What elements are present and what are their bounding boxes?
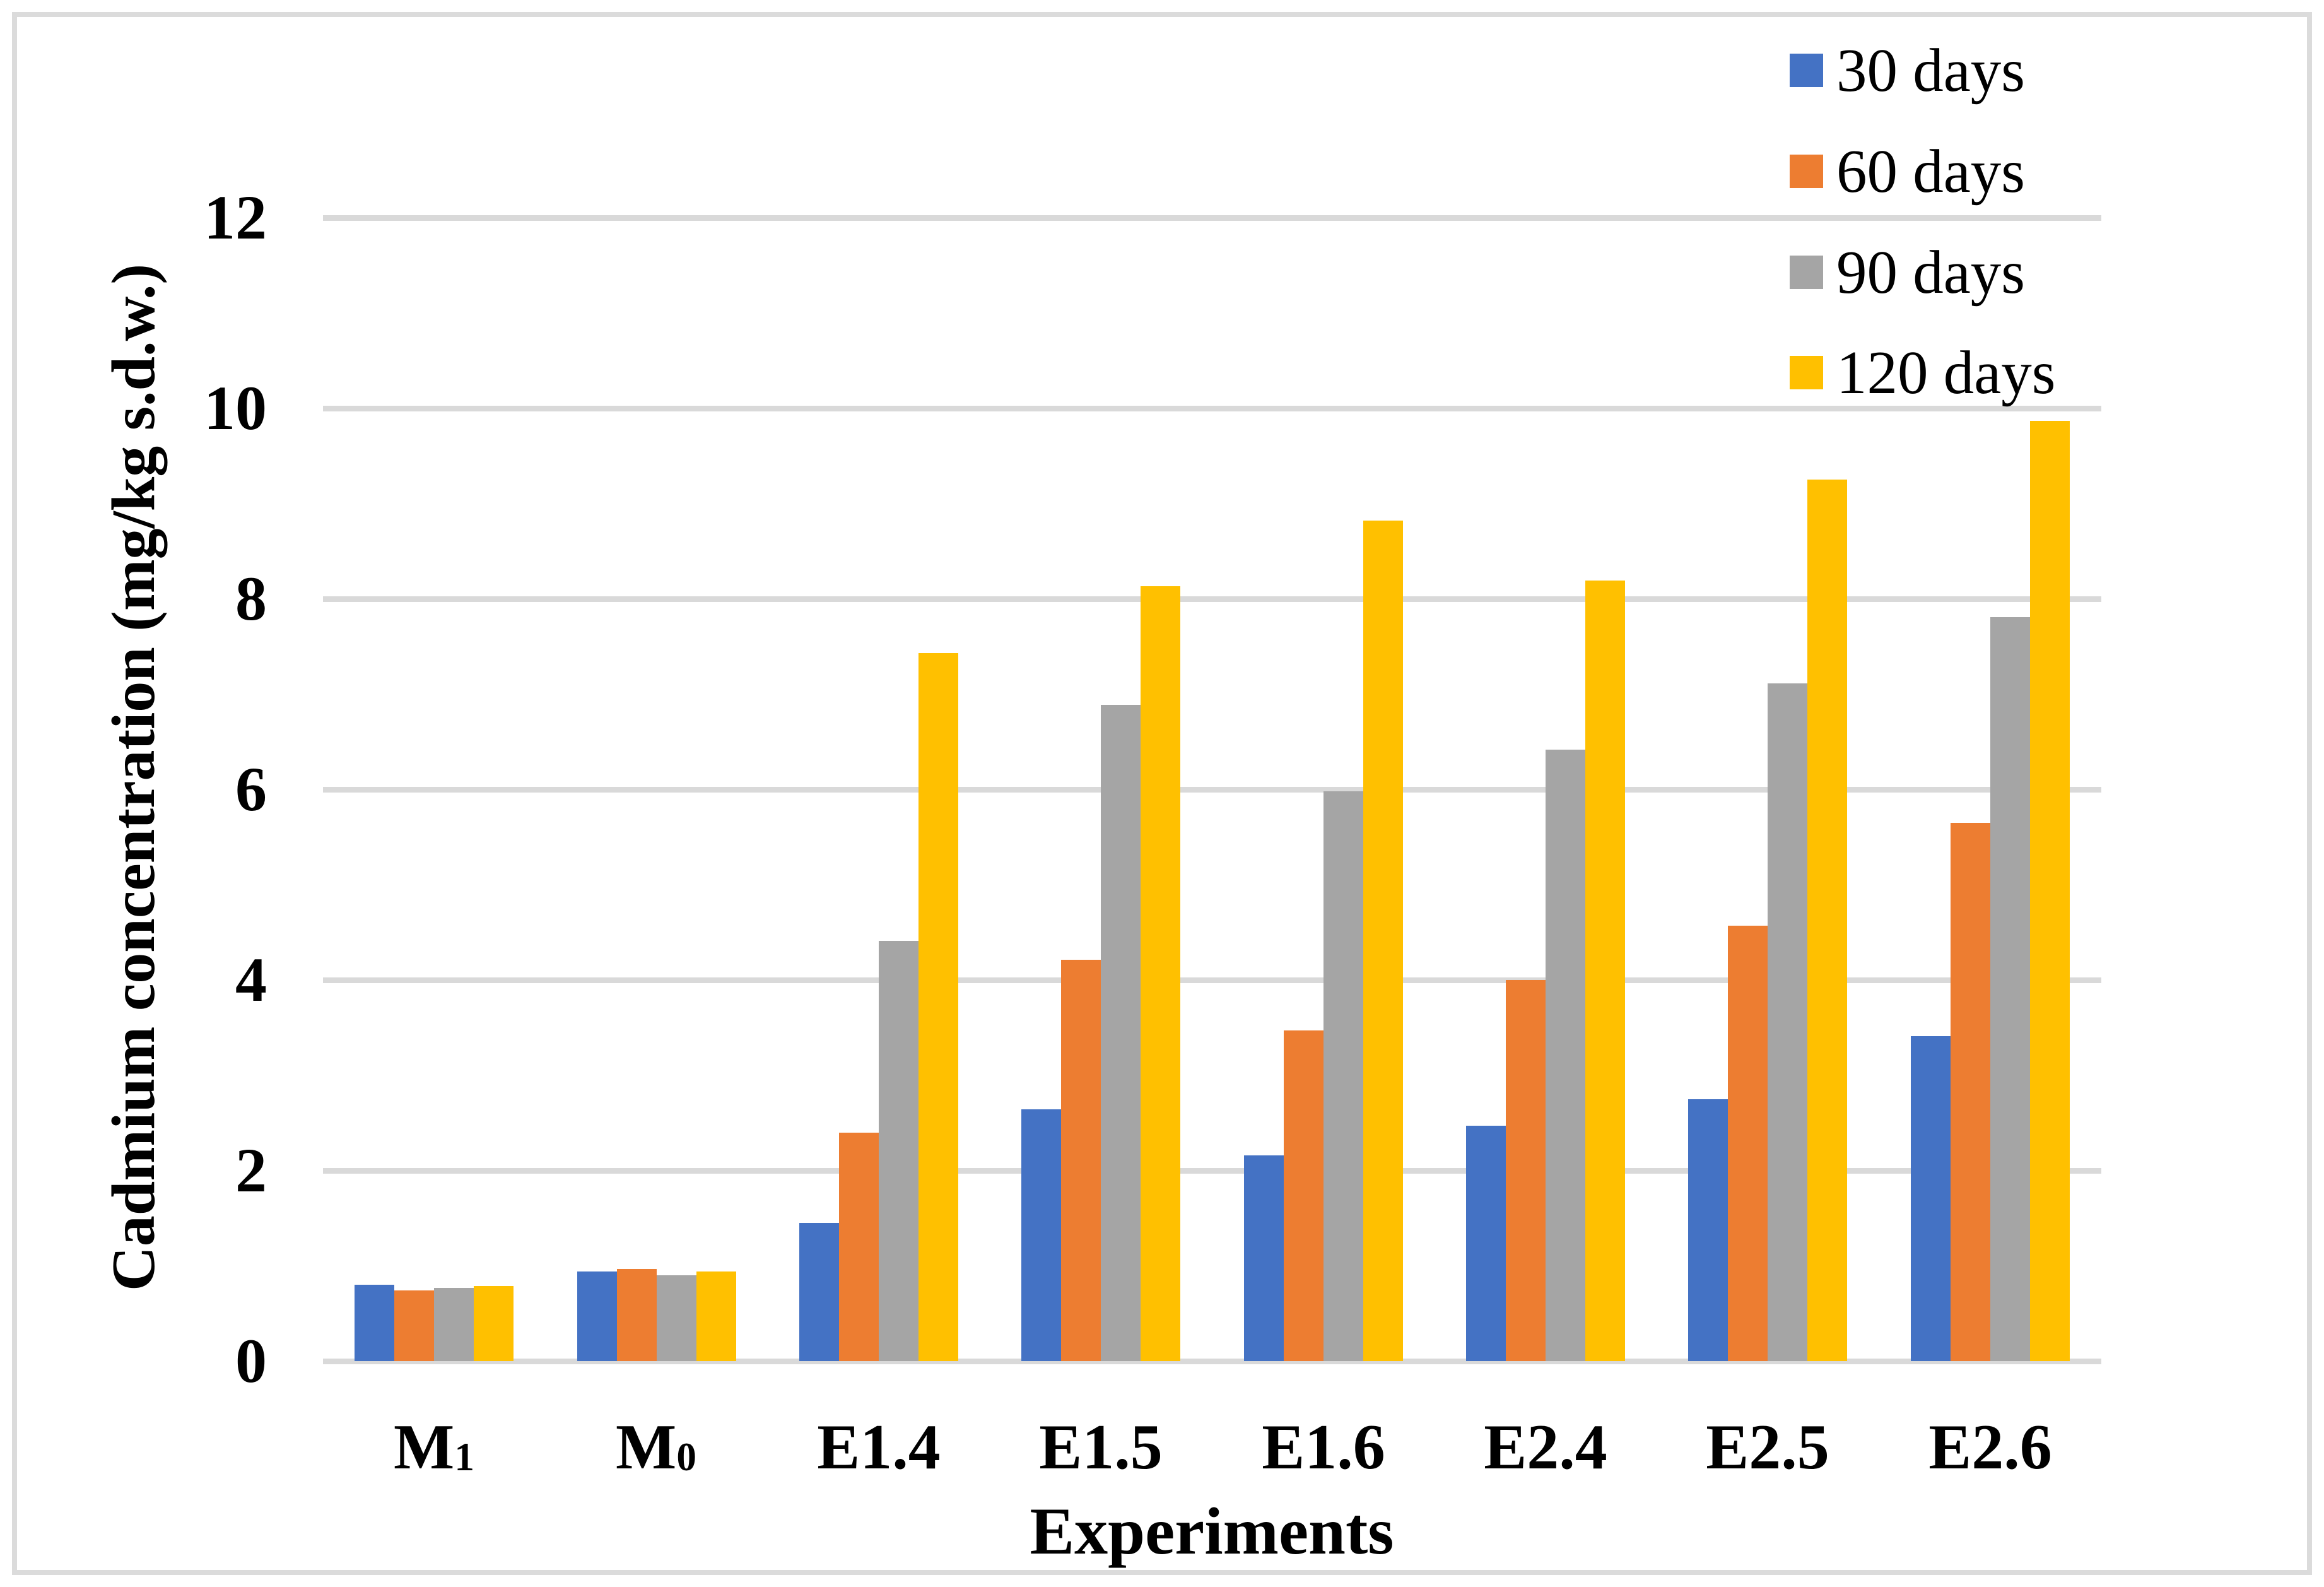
bar-120-days-e2-5 (1807, 480, 1847, 1361)
y-tick-label-6: 6 (235, 754, 267, 824)
bar-120-days-m0 (696, 1271, 736, 1361)
legend-item-30-days: 30 days (1790, 36, 2025, 104)
legend-swatch-30-days (1790, 53, 1823, 87)
bar-120-days-e2-6 (2030, 421, 2070, 1361)
legend-item-90-days: 90 days (1790, 238, 2025, 306)
x-category-label-e1-4: E1.4 (817, 1412, 941, 1483)
x-category-label-e1-5: E1.5 (1039, 1412, 1163, 1483)
bar-30-days-e2-5 (1688, 1099, 1728, 1361)
y-tick-label-2: 2 (235, 1135, 267, 1205)
bar-90-days-e1-6 (1323, 791, 1363, 1361)
y-tick-label-12: 12 (204, 182, 267, 252)
gridline-y-8 (323, 596, 2101, 602)
gridline-y-2 (323, 1168, 2101, 1174)
y-tick-label-0: 0 (235, 1326, 267, 1396)
bar-60-days-e2-5 (1728, 926, 1768, 1361)
gridline-y-4 (323, 977, 2101, 983)
bar-90-days-m0 (657, 1275, 696, 1361)
bar-90-days-e2-4 (1546, 750, 1585, 1361)
bar-60-days-m0 (617, 1269, 657, 1361)
legend-label-90-days: 90 days (1836, 238, 2026, 306)
bar-60-days-e1-4 (839, 1133, 879, 1361)
bar-30-days-e1-6 (1244, 1155, 1284, 1361)
y-tick-label-10: 10 (204, 373, 267, 443)
gridline-y-10 (323, 406, 2101, 411)
x-category-label-e2-4: E2.4 (1484, 1412, 1607, 1483)
x-category-label-m0: M0 (616, 1412, 696, 1483)
bar-120-days-m1 (474, 1286, 514, 1361)
legend-label-30-days: 30 days (1836, 36, 2026, 104)
bar-60-days-e2-4 (1506, 980, 1546, 1361)
bar-60-days-m1 (394, 1290, 434, 1361)
bar-120-days-e1-6 (1363, 521, 1403, 1361)
bar-90-days-e2-5 (1768, 683, 1807, 1361)
bar-90-days-e1-5 (1101, 705, 1141, 1361)
gridline-y-12 (323, 215, 2101, 221)
bar-30-days-e2-4 (1466, 1126, 1506, 1361)
bar-30-days-m1 (355, 1285, 394, 1361)
x-axis-title: Experiments (1030, 1494, 1394, 1568)
bar-30-days-e1-4 (799, 1223, 839, 1361)
bar-120-days-e2-4 (1585, 581, 1625, 1361)
bar-90-days-e1-4 (879, 941, 918, 1361)
legend-swatch-60-days (1790, 154, 1823, 188)
bar-60-days-e1-6 (1284, 1030, 1323, 1361)
bar-120-days-e1-4 (918, 653, 958, 1361)
y-axis-title: Cadmium concentration (mg/kg s.d.w.) (100, 264, 168, 1291)
bar-60-days-e2-6 (1951, 823, 1990, 1361)
x-category-label-e2-6: E2.6 (1928, 1412, 2052, 1483)
y-tick-label-8: 8 (235, 563, 267, 634)
legend-swatch-90-days (1790, 255, 1823, 289)
gridline-y-6 (323, 787, 2101, 793)
x-category-label-m1: M1 (394, 1412, 474, 1483)
x-category-label-e1-6: E1.6 (1262, 1412, 1385, 1483)
bar-60-days-e1-5 (1061, 960, 1101, 1361)
legend-item-120-days: 120 days (1790, 338, 2056, 406)
legend-label-120-days: 120 days (1836, 338, 2056, 406)
bar-90-days-e2-6 (1990, 617, 2030, 1361)
y-tick-label-4: 4 (235, 945, 267, 1015)
bar-90-days-m1 (434, 1288, 474, 1361)
bar-120-days-e1-5 (1141, 586, 1180, 1361)
legend-swatch-120-days (1790, 355, 1823, 389)
legend-label-60-days: 60 days (1836, 137, 2026, 205)
x-category-label-e2-5: E2.5 (1706, 1412, 1829, 1483)
legend-item-60-days: 60 days (1790, 137, 2025, 205)
x-axis-line (323, 1359, 2101, 1364)
bar-30-days-e2-6 (1911, 1036, 1951, 1361)
bar-30-days-e1-5 (1021, 1109, 1061, 1361)
bar-30-days-m0 (577, 1271, 617, 1361)
